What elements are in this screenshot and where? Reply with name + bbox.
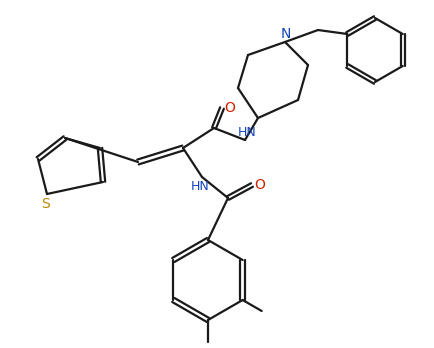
Text: O: O	[224, 101, 235, 115]
Text: O: O	[255, 178, 266, 192]
Text: HN: HN	[238, 126, 256, 139]
Text: S: S	[41, 197, 49, 211]
Text: HN: HN	[191, 181, 209, 193]
Text: N: N	[281, 27, 291, 41]
